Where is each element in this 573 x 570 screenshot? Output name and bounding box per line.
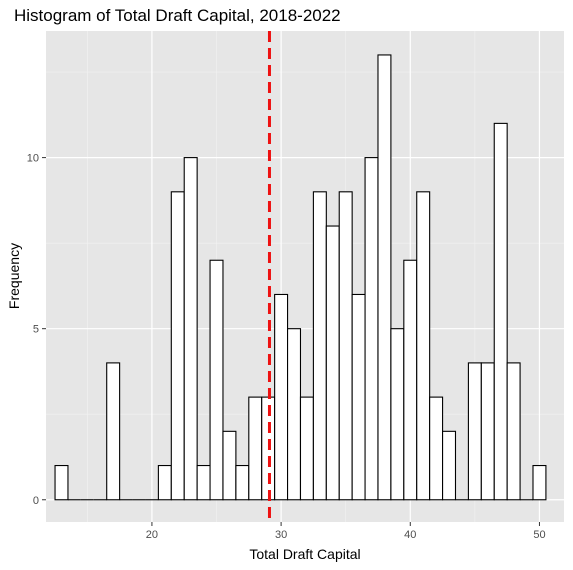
histogram-bar — [506, 362, 521, 501]
histogram-bar — [106, 362, 121, 501]
y-axis-ticks: 0 5 10 — [27, 153, 46, 507]
histogram-bar — [287, 328, 302, 501]
histogram-bar — [403, 259, 418, 501]
histogram-bar — [235, 464, 250, 501]
histogram-bar — [209, 259, 224, 501]
histogram-bar — [338, 191, 353, 501]
histogram-bars — [54, 54, 547, 501]
y-tick-label: 10 — [27, 153, 39, 165]
x-tick-label: 50 — [533, 529, 545, 541]
histogram-bar — [299, 396, 314, 501]
histogram-bar — [377, 54, 392, 501]
histogram-bar — [429, 396, 444, 501]
histogram-bar — [312, 191, 327, 501]
histogram-bar — [416, 191, 431, 501]
histogram-bar — [532, 464, 547, 501]
histogram-bar — [364, 157, 379, 501]
y-axis-title: Frequency — [6, 243, 22, 309]
histogram-bar — [390, 328, 405, 501]
histogram-bar — [248, 396, 263, 501]
x-axis-ticks: 20 30 40 50 — [146, 522, 546, 541]
y-tick-label: 0 — [33, 495, 39, 507]
x-tick-label: 30 — [275, 529, 287, 541]
histogram-bar — [351, 293, 366, 501]
chart-title: Histogram of Total Draft Capital, 2018-2… — [14, 6, 341, 25]
x-tick-label: 20 — [146, 529, 158, 541]
histogram-bar — [54, 464, 69, 501]
histogram-bar — [325, 225, 340, 501]
histogram-bar — [274, 293, 289, 501]
histogram-bar — [493, 122, 508, 501]
histogram-bar — [170, 191, 185, 501]
histogram-bar — [222, 430, 237, 501]
histogram-bar — [157, 464, 172, 501]
y-tick-label: 5 — [33, 324, 39, 336]
x-tick-label: 40 — [404, 529, 416, 541]
histogram-bar — [480, 362, 495, 501]
histogram-bar — [196, 464, 211, 501]
histogram-bar — [467, 362, 482, 501]
histogram-bar — [442, 430, 457, 501]
histogram-bar — [183, 157, 198, 501]
x-axis-title: Total Draft Capital — [249, 546, 360, 562]
